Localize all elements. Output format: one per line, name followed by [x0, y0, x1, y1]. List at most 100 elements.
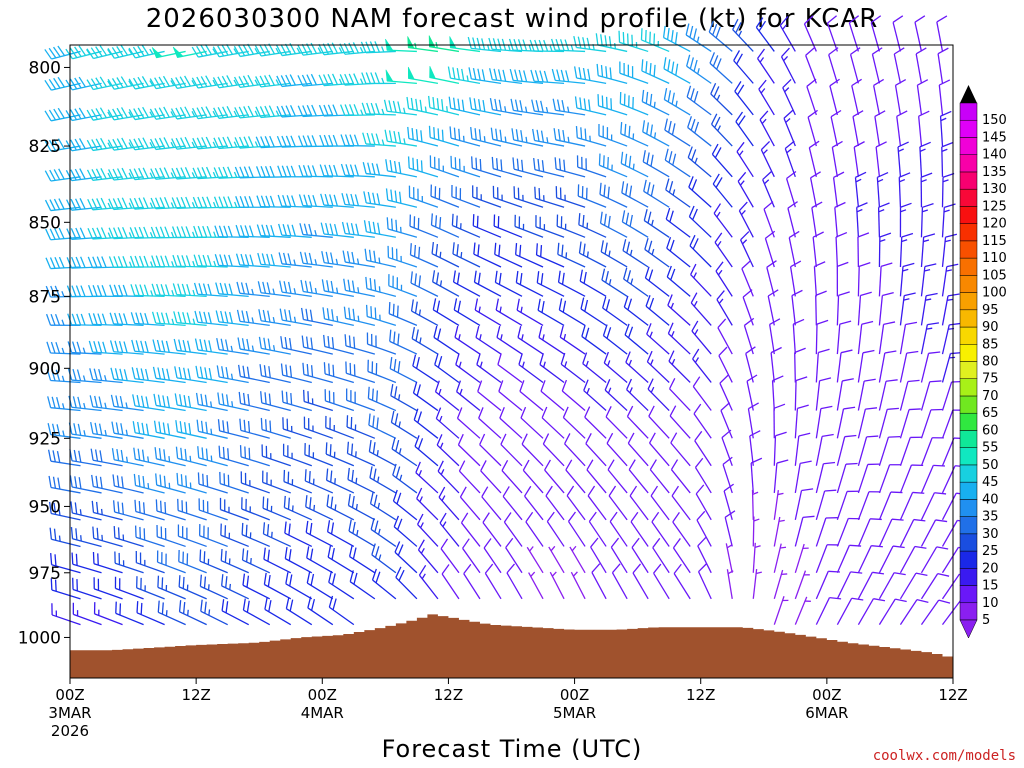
- wind-barb: [47, 396, 81, 412]
- wind-barb: [89, 395, 123, 412]
- wind-barb: [697, 537, 712, 574]
- wind-barb: [723, 483, 735, 521]
- wind-barb: [738, 201, 754, 238]
- colorbar-label: 25: [982, 544, 999, 559]
- wind-barb: [65, 138, 102, 152]
- y-tick-label: 950: [29, 497, 61, 517]
- wind-barb: [584, 406, 607, 439]
- wind-barb: [646, 350, 670, 383]
- wind-barb: [154, 447, 186, 467]
- wind-barb: [176, 472, 207, 494]
- wind-barb: [65, 76, 102, 91]
- wind-barb: [878, 379, 898, 411]
- wind-barb: [750, 457, 763, 493]
- wind-barb: [688, 205, 712, 238]
- wind-barb: [878, 436, 901, 466]
- wind-barb: [456, 407, 481, 439]
- wind-barb: [878, 572, 906, 600]
- wind-barb: [221, 574, 249, 600]
- wind-barb: [212, 43, 249, 58]
- wind-barb: [493, 214, 523, 238]
- wind-barb: [371, 543, 397, 574]
- wind-barb: [177, 524, 207, 548]
- wind-barb: [899, 262, 915, 297]
- colorbar-swatch: [959, 550, 978, 569]
- wind-barb: [416, 487, 439, 521]
- colorbar-label: 30: [982, 527, 999, 542]
- wind-barb: [836, 406, 856, 439]
- wind-barb: [565, 459, 586, 494]
- colorbar-label: 50: [982, 458, 999, 473]
- wind-barb: [580, 297, 607, 326]
- wind-barb: [86, 107, 123, 121]
- wind-barb: [44, 138, 81, 152]
- wind-barb: [815, 461, 836, 494]
- wind-barb: [278, 223, 312, 238]
- x-tick-label: 12Z: [434, 686, 463, 704]
- wind-barb: [369, 492, 397, 521]
- wind-barb: [747, 402, 759, 439]
- wind-barb: [591, 563, 607, 600]
- wind-barb: [279, 308, 312, 327]
- wind-barb: [749, 430, 761, 466]
- wind-barb: [326, 520, 355, 548]
- wind-barb: [172, 283, 207, 298]
- wind-barb: [452, 270, 481, 297]
- wind-barb: [173, 311, 207, 327]
- wind-barb: [773, 490, 784, 520]
- wind-barb: [86, 137, 123, 152]
- wind-barb: [362, 162, 396, 178]
- wind-barb: [45, 256, 81, 270]
- wind-barb: [435, 407, 460, 439]
- wind-barb: [899, 598, 929, 626]
- wind-barb: [88, 313, 123, 327]
- wind-barb: [757, 48, 775, 84]
- wind-barb: [716, 290, 733, 326]
- wind-barb: [429, 155, 460, 178]
- wind-barb: [815, 405, 833, 439]
- wind-barb: [559, 325, 586, 355]
- wind-barb: [576, 155, 607, 178]
- colorbar-label: 135: [982, 165, 1007, 180]
- wind-barb: [453, 298, 481, 326]
- wind-barb: [505, 537, 523, 574]
- wind-barb: [282, 417, 312, 439]
- wind-barb: [532, 128, 565, 147]
- wind-barb: [476, 353, 502, 383]
- wind-barb: [915, 47, 927, 84]
- x-axis-label: Forecast Time (UTC): [382, 735, 643, 763]
- wind-barb: [457, 433, 481, 467]
- wind-barb: [409, 214, 439, 238]
- wind-barb: [136, 576, 165, 600]
- wind-barb: [665, 178, 691, 208]
- wind-barb: [752, 516, 760, 547]
- wind-barb: [383, 99, 417, 116]
- colorbar-label: 20: [982, 561, 999, 576]
- wind-barb: [239, 418, 270, 439]
- colorbar-swatch: [959, 568, 978, 586]
- wind-barb: [878, 321, 896, 355]
- wind-barb: [516, 298, 544, 326]
- colorbar-label: 140: [982, 148, 1007, 163]
- credit-link[interactable]: coolwx.com/models: [873, 748, 1016, 764]
- wind-barb: [853, 141, 865, 177]
- wind-barb: [920, 172, 933, 208]
- wind-barb: [640, 28, 670, 53]
- wind-barb: [693, 403, 712, 439]
- wind-barb: [347, 493, 376, 521]
- wind-barb: [325, 468, 355, 494]
- wind-barb: [510, 98, 544, 116]
- wind-barb: [436, 434, 460, 467]
- wind-barb: [664, 118, 691, 147]
- wind-barb: [665, 207, 691, 238]
- wind-barb: [511, 128, 544, 147]
- wind-barb: [86, 76, 123, 91]
- wind-barb: [815, 377, 832, 411]
- wind-barb: [583, 379, 607, 412]
- wind-barb: [488, 37, 523, 53]
- wind-barb: [214, 254, 249, 268]
- wind-barb: [49, 527, 81, 548]
- wind-barb: [173, 338, 207, 355]
- wind-barb: [220, 523, 249, 548]
- wind-barb: [941, 293, 960, 326]
